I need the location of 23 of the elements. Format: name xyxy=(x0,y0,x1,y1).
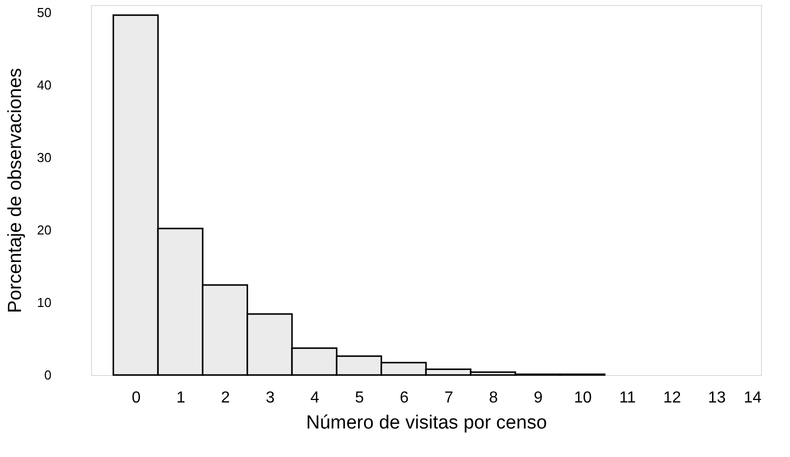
x-tick-label: 2 xyxy=(221,390,230,406)
y-tick-label: 10 xyxy=(37,294,52,310)
x-tick-label: 9 xyxy=(534,390,543,406)
x-tick-label: 1 xyxy=(176,390,186,406)
x-tick-label: 14 xyxy=(744,390,762,406)
y-tick-label: 30 xyxy=(37,150,52,165)
x-tick-label: 12 xyxy=(663,390,682,406)
x-tick-label: 3 xyxy=(266,390,275,406)
y-tick-label: 20 xyxy=(37,222,52,238)
x-tick-label: 7 xyxy=(444,390,454,406)
y-axis-title: Porcentaje de observaciones xyxy=(5,68,26,314)
y-tick-label: 40 xyxy=(37,77,52,92)
x-tick-label: 0 xyxy=(132,390,141,406)
x-tick-label: 6 xyxy=(400,390,409,406)
x-axis-title: Número de visitas por censo xyxy=(306,412,547,434)
x-tick-label: 10 xyxy=(574,390,592,406)
y-tick-label: 50 xyxy=(37,4,52,20)
x-tick-label: 11 xyxy=(619,390,636,406)
y-tick-label: 0 xyxy=(44,368,52,382)
x-tick-label: 4 xyxy=(310,390,320,406)
x-tick-label: 8 xyxy=(489,390,498,406)
x-tick-label: 5 xyxy=(355,390,364,406)
x-tick-label: 13 xyxy=(708,390,726,406)
